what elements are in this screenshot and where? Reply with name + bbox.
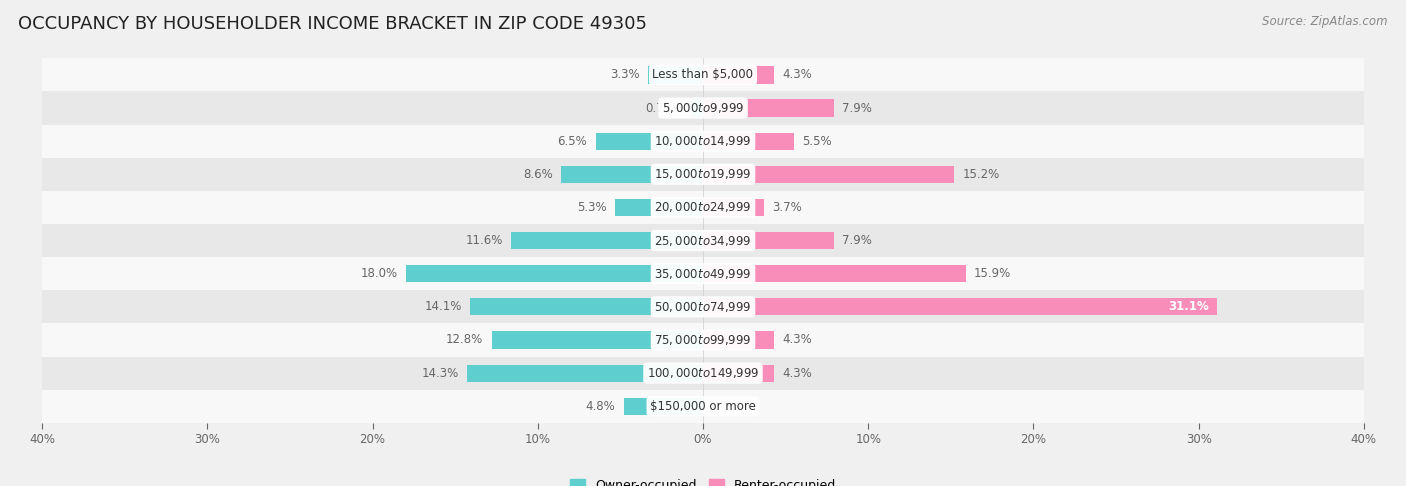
Text: OCCUPANCY BY HOUSEHOLDER INCOME BRACKET IN ZIP CODE 49305: OCCUPANCY BY HOUSEHOLDER INCOME BRACKET … xyxy=(18,15,647,33)
Text: $15,000 to $19,999: $15,000 to $19,999 xyxy=(654,167,752,181)
Text: $150,000 or more: $150,000 or more xyxy=(650,400,756,413)
Bar xyxy=(648,66,703,84)
Text: $35,000 to $49,999: $35,000 to $49,999 xyxy=(654,267,752,281)
Bar xyxy=(42,158,1364,191)
Text: Less than $5,000: Less than $5,000 xyxy=(652,69,754,81)
Text: 4.3%: 4.3% xyxy=(782,333,813,347)
Bar xyxy=(42,191,1364,224)
Bar xyxy=(467,364,703,382)
Bar xyxy=(703,100,834,117)
Text: 0.72%: 0.72% xyxy=(645,102,683,115)
Text: 3.3%: 3.3% xyxy=(610,69,640,81)
Bar xyxy=(703,166,955,183)
Bar xyxy=(703,232,834,249)
Text: 4.3%: 4.3% xyxy=(782,366,813,380)
Bar xyxy=(42,357,1364,390)
Text: $100,000 to $149,999: $100,000 to $149,999 xyxy=(647,366,759,380)
Bar xyxy=(703,265,966,282)
Bar xyxy=(624,398,703,415)
Bar xyxy=(42,91,1364,124)
Text: 7.9%: 7.9% xyxy=(842,234,872,247)
Text: 15.2%: 15.2% xyxy=(962,168,1000,181)
Bar xyxy=(42,390,1364,423)
Legend: Owner-occupied, Renter-occupied: Owner-occupied, Renter-occupied xyxy=(565,474,841,486)
Bar xyxy=(405,265,703,282)
Bar xyxy=(703,66,775,84)
Text: $20,000 to $24,999: $20,000 to $24,999 xyxy=(654,200,752,214)
Bar xyxy=(703,199,763,216)
Text: 3.7%: 3.7% xyxy=(772,201,803,214)
Text: 12.8%: 12.8% xyxy=(446,333,484,347)
Text: 7.9%: 7.9% xyxy=(842,102,872,115)
Bar xyxy=(703,364,775,382)
Text: $5,000 to $9,999: $5,000 to $9,999 xyxy=(662,101,744,115)
Text: 6.5%: 6.5% xyxy=(558,135,588,148)
Bar xyxy=(616,199,703,216)
Bar xyxy=(512,232,703,249)
Text: 5.5%: 5.5% xyxy=(801,135,832,148)
Text: $25,000 to $34,999: $25,000 to $34,999 xyxy=(654,234,752,247)
Text: $10,000 to $14,999: $10,000 to $14,999 xyxy=(654,134,752,148)
Text: 15.9%: 15.9% xyxy=(974,267,1011,280)
Text: 5.3%: 5.3% xyxy=(578,201,607,214)
Bar xyxy=(470,298,703,315)
Text: $75,000 to $99,999: $75,000 to $99,999 xyxy=(654,333,752,347)
Bar xyxy=(703,298,1216,315)
Bar xyxy=(703,133,794,150)
Text: 31.1%: 31.1% xyxy=(1168,300,1209,313)
Bar xyxy=(492,331,703,348)
Text: 0.0%: 0.0% xyxy=(711,400,741,413)
Text: 18.0%: 18.0% xyxy=(360,267,398,280)
Text: 4.8%: 4.8% xyxy=(586,400,616,413)
Text: $50,000 to $74,999: $50,000 to $74,999 xyxy=(654,300,752,314)
Bar xyxy=(692,100,703,117)
Bar xyxy=(42,124,1364,158)
Bar xyxy=(703,331,775,348)
Text: 14.1%: 14.1% xyxy=(425,300,461,313)
Text: 11.6%: 11.6% xyxy=(465,234,503,247)
Bar xyxy=(42,323,1364,357)
Bar xyxy=(42,257,1364,290)
Text: Source: ZipAtlas.com: Source: ZipAtlas.com xyxy=(1263,15,1388,28)
Bar xyxy=(42,224,1364,257)
Text: 4.3%: 4.3% xyxy=(782,69,813,81)
Bar xyxy=(596,133,703,150)
Text: 14.3%: 14.3% xyxy=(422,366,458,380)
Bar xyxy=(42,58,1364,91)
Bar xyxy=(561,166,703,183)
Text: 8.6%: 8.6% xyxy=(523,168,553,181)
Bar xyxy=(42,290,1364,323)
